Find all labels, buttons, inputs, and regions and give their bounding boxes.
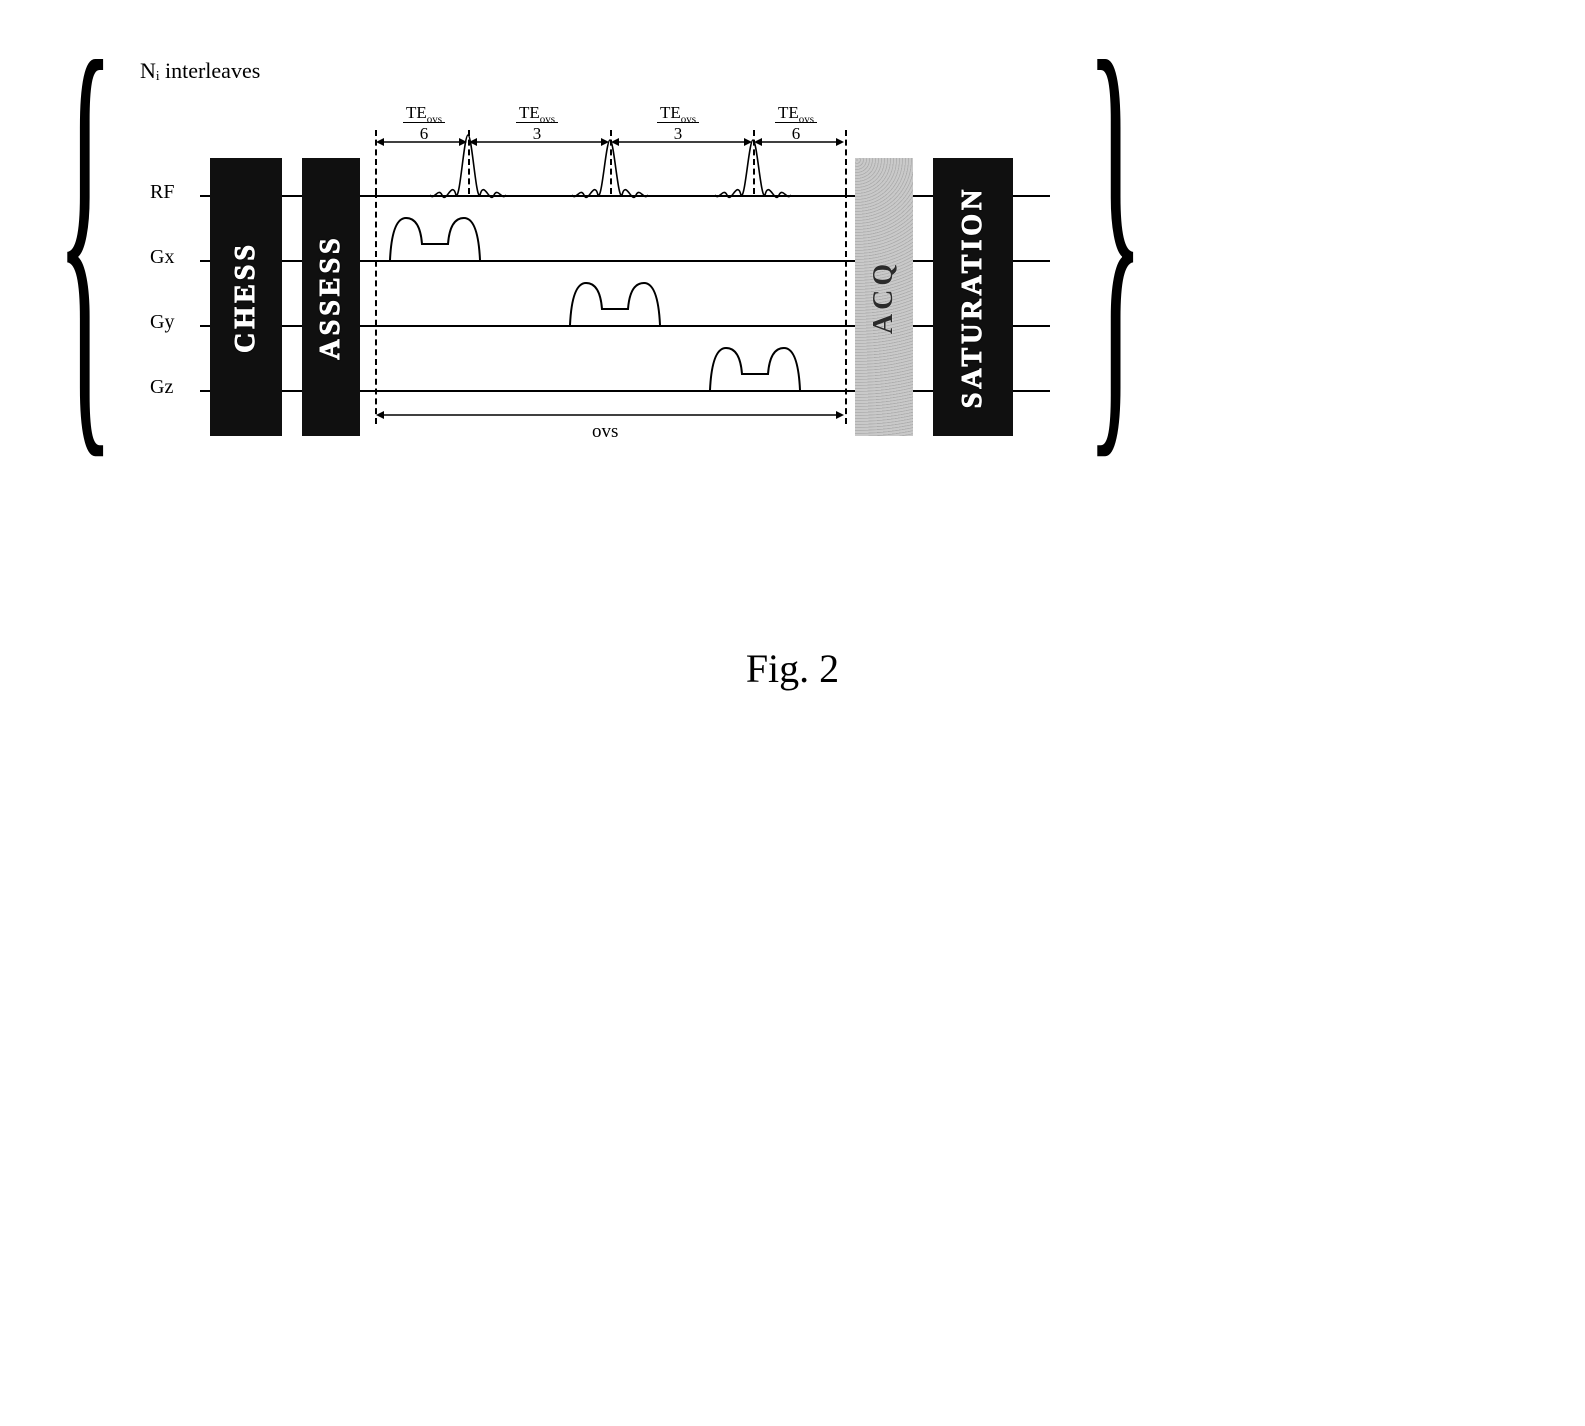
channels-area: RF Gx Gy Gz CHESS ASSESS ACQ SATURATION TEovs6… [150,100,1050,440]
timing-mark [845,130,847,194]
timing-fraction: TEovs3 [477,104,597,144]
module-assess: ASSESS [302,158,360,436]
timing-fraction: TEovs6 [385,104,463,144]
channel-label: Gz [150,376,173,399]
brace-right-icon: } [1086,20,1144,440]
module-label: ACQ [868,260,900,334]
brace-left-icon: { [56,20,114,440]
timing-mark [610,130,612,194]
module-label: ASSESS [315,234,347,359]
timing-fraction: TEovs3 [618,104,738,144]
channel-label: RF [150,181,174,204]
ovs-label: ovs [592,421,618,443]
timing-mark [753,130,755,194]
module-chess: CHESS [210,158,282,436]
channel-row-gx: Gx [150,260,1050,261]
ovs-mark [845,192,847,424]
channel-row-rf: RF [150,195,1050,196]
pulse-sequence-diagram: { } Nᵢ interleaves RFGxGyGz CHESSASSESSA… [60,40,1140,460]
channel-label: Gx [150,246,174,269]
module-label: CHESS [230,241,262,353]
ovs-mark [375,192,377,424]
channel-row-gz: Gz [150,390,1050,391]
module-label: SATURATION [957,186,989,409]
timing-mark [375,130,377,194]
interleaves-title: Nᵢ interleaves [140,58,260,84]
figure-caption: Fig. 2 [0,645,1585,692]
module-saturation: SATURATION [933,158,1013,436]
timing-fraction: TEovs6 [757,104,835,144]
channel-label: Gy [150,311,174,334]
module-acq: ACQ [855,158,913,436]
timing-mark [468,130,470,194]
channel-row-gy: Gy [150,325,1050,326]
